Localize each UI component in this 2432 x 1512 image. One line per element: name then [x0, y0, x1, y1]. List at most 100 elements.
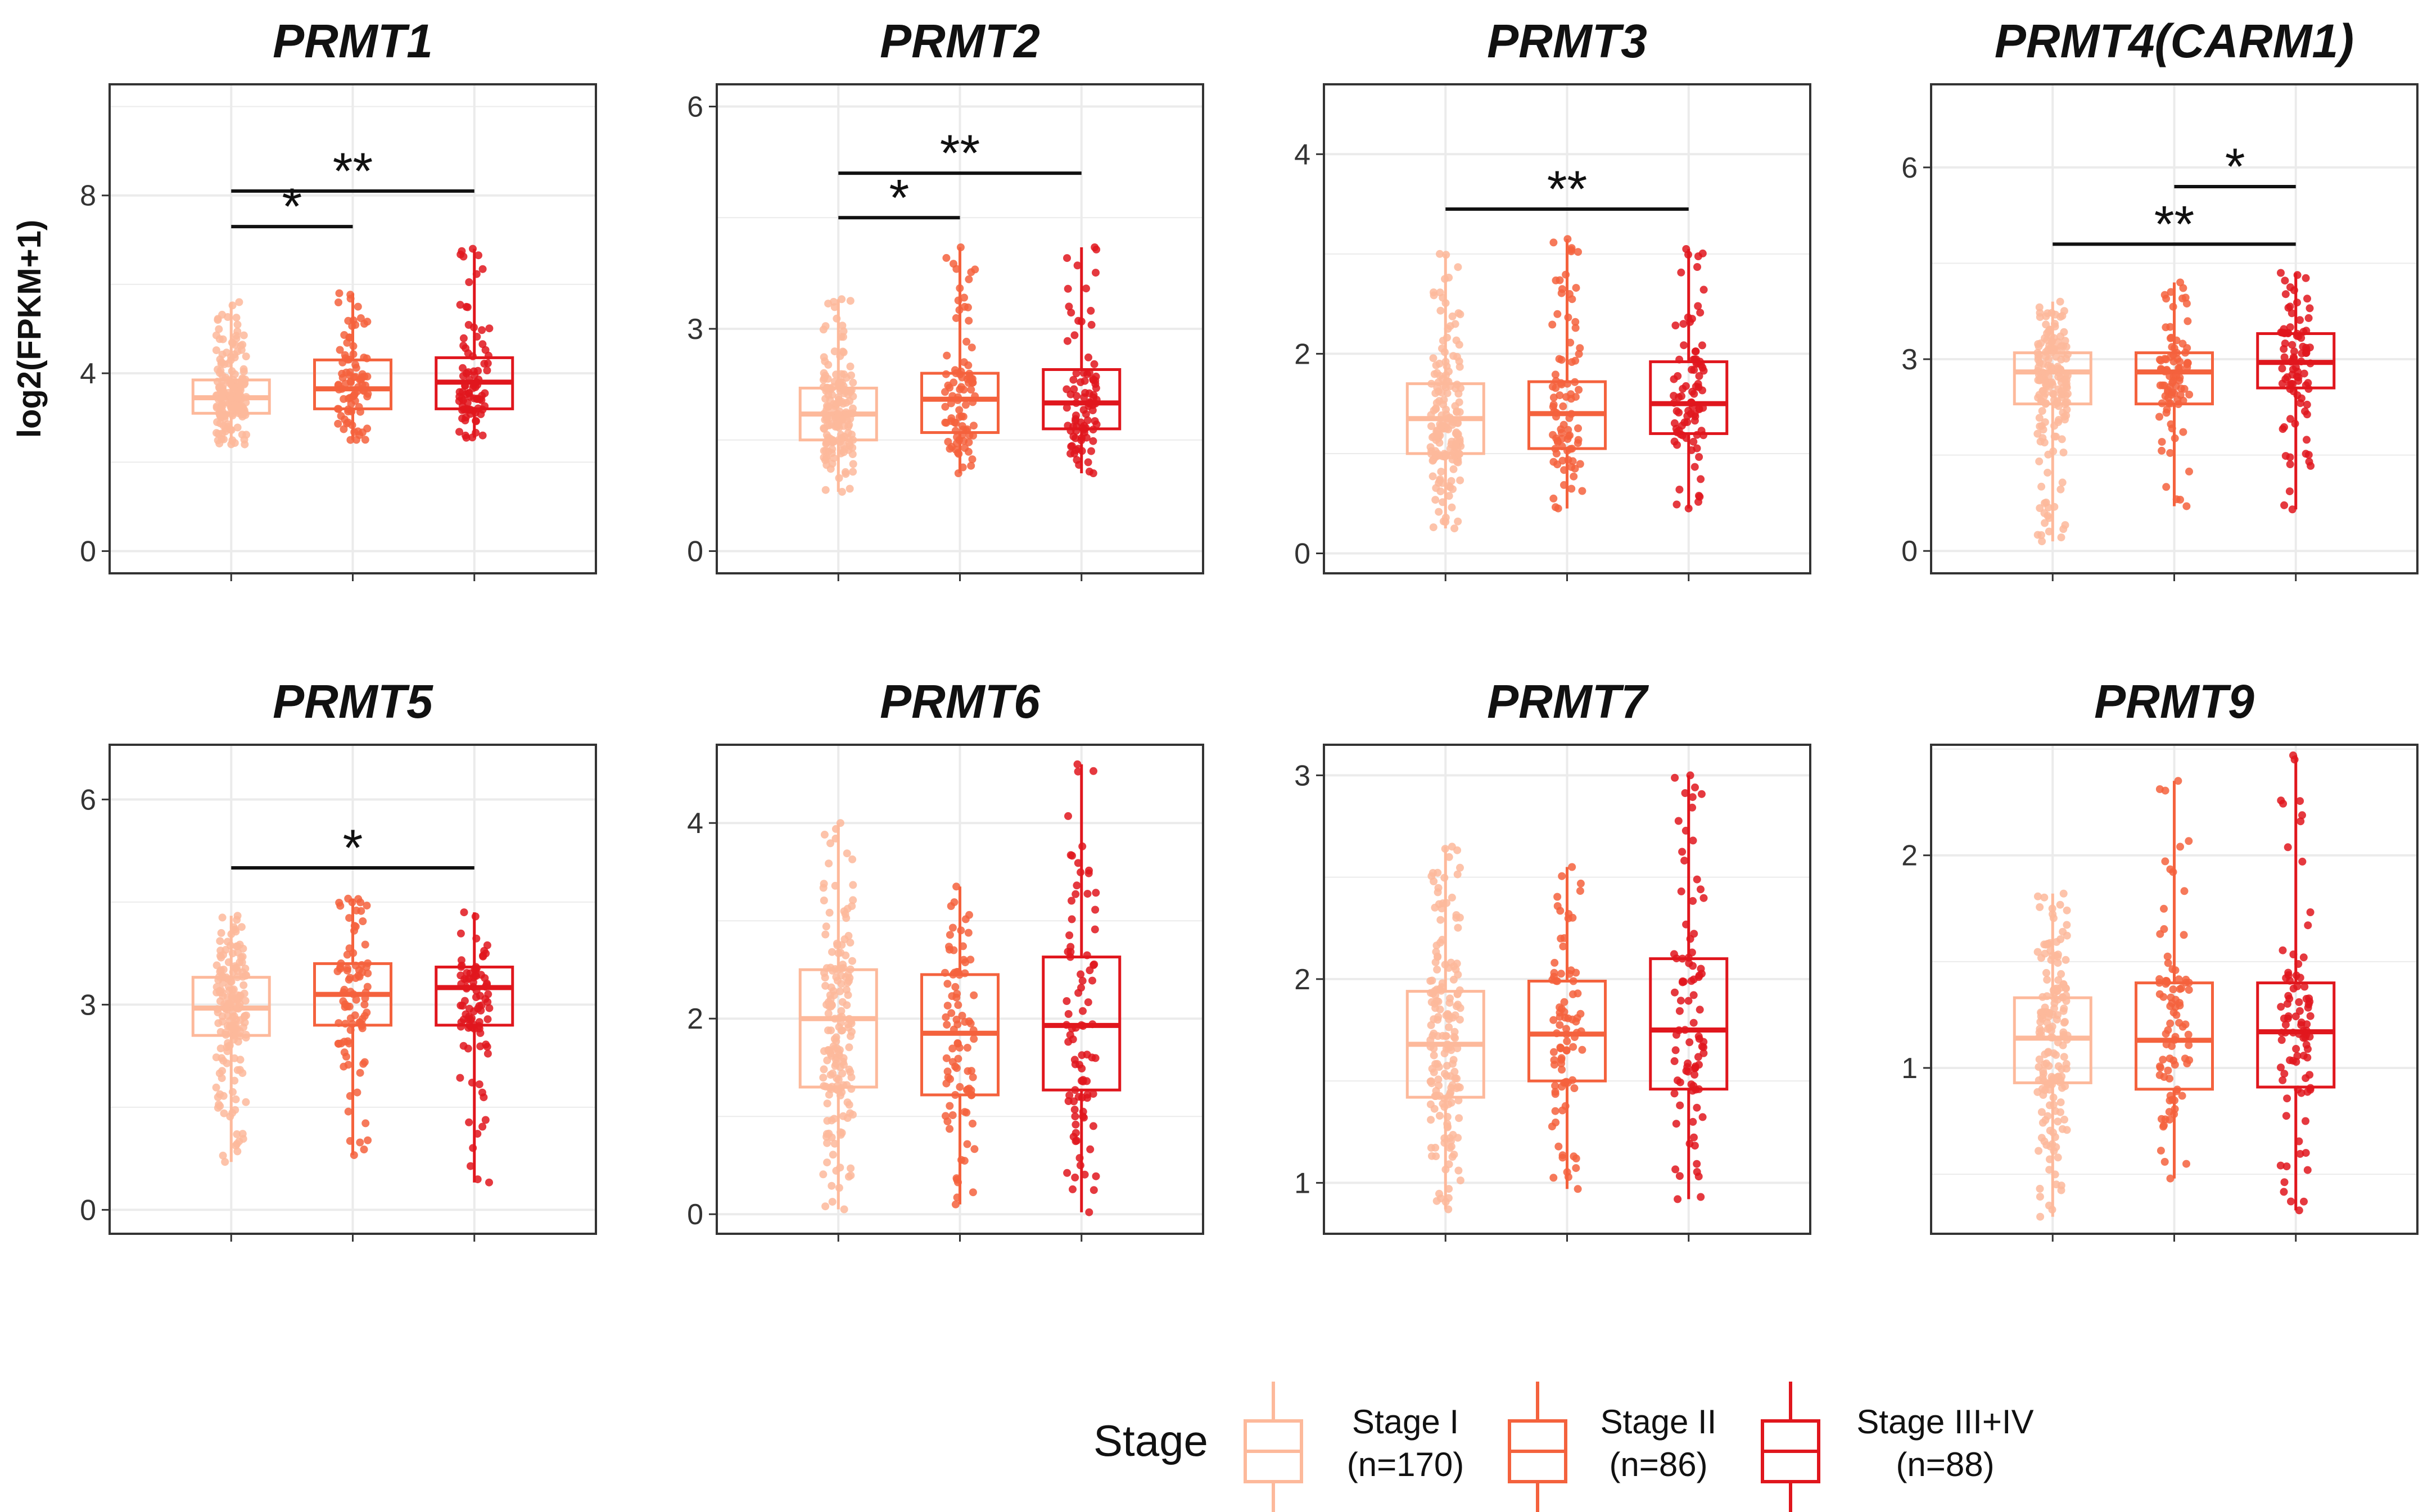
data-point: [1088, 976, 1096, 985]
data-point: [1090, 1186, 1098, 1194]
data-point: [1574, 424, 1582, 432]
data-point: [1446, 322, 1454, 331]
data-point: [829, 1151, 837, 1159]
data-point: [2297, 394, 2306, 402]
data-point: [2279, 1076, 2287, 1084]
data-point: [456, 301, 464, 309]
data-point: [970, 1145, 979, 1153]
data-point: [1440, 1094, 1449, 1103]
points: [1548, 235, 1586, 513]
data-point: [1084, 353, 1092, 361]
points: [333, 289, 372, 444]
data-point: [213, 988, 221, 997]
data-point: [230, 1054, 239, 1062]
data-point: [2038, 1074, 2047, 1082]
data-point: [967, 461, 975, 470]
data-point: [1441, 845, 1449, 853]
data-point: [2277, 1003, 2285, 1011]
data-point: [342, 368, 350, 377]
data-point: [951, 1091, 960, 1099]
data-point: [350, 1151, 358, 1160]
data-point: [2045, 1166, 2054, 1174]
data-point: [1451, 402, 1459, 410]
data-point: [1572, 284, 1580, 292]
data-point: [1439, 517, 1448, 526]
data-point: [2063, 906, 2071, 915]
data-point: [2160, 904, 2168, 913]
data-point: [212, 346, 220, 355]
data-point: [224, 359, 233, 368]
data-point: [227, 977, 236, 986]
data-point: [837, 1007, 846, 1015]
data-point: [819, 884, 828, 892]
legend-count: (n=88): [1896, 1446, 1994, 1483]
data-point: [824, 998, 833, 1006]
data-point: [1446, 483, 1454, 491]
data-point: [1064, 812, 1072, 820]
data-point: [1070, 450, 1078, 458]
data-point: [213, 378, 221, 386]
data-point: [1569, 1043, 1577, 1051]
data-point: [1444, 425, 1452, 434]
data-point: [2164, 394, 2172, 402]
points: [1670, 771, 1708, 1203]
data-point: [1092, 245, 1101, 253]
data-point: [2050, 503, 2059, 511]
points: [212, 912, 250, 1166]
points: [2276, 751, 2315, 1215]
data-point: [1562, 270, 1570, 279]
data-point: [958, 1012, 966, 1020]
data-point: [967, 268, 975, 277]
data-point: [1689, 355, 1698, 364]
box-i: [191, 298, 271, 449]
data-point: [1426, 443, 1435, 451]
data-point: [970, 991, 978, 999]
data-point: [2286, 385, 2294, 393]
data-point: [1679, 320, 1688, 328]
data-point: [1556, 391, 1564, 400]
data-point: [1065, 302, 1073, 311]
data-point: [1453, 1044, 1462, 1053]
data-point: [2290, 347, 2298, 356]
data-point: [946, 945, 954, 954]
data-point: [1671, 322, 1680, 329]
data-point: [229, 923, 238, 931]
data-point: [1684, 313, 1692, 322]
data-point: [1452, 428, 1461, 437]
data-point: [2295, 998, 2303, 1006]
data-point: [216, 1090, 224, 1098]
data-point: [2049, 1101, 2058, 1109]
data-point: [2043, 1018, 2051, 1027]
data-point: [1431, 496, 1440, 504]
box-ii: [2135, 777, 2214, 1183]
data-point: [1670, 1089, 1679, 1098]
data-point: [2306, 1012, 2315, 1020]
data-point: [1086, 1145, 1095, 1153]
data-point: [2057, 970, 2065, 978]
data-point: [1696, 309, 1705, 317]
data-point: [825, 908, 834, 917]
data-point: [2298, 811, 2306, 820]
data-point: [1671, 1165, 1680, 1174]
data-point: [2305, 458, 2313, 466]
data-point: [465, 1118, 473, 1126]
data-point: [1442, 1032, 1450, 1040]
data-point: [2285, 487, 2294, 496]
data-point: [1091, 925, 1099, 934]
data-point: [825, 859, 833, 868]
data-point: [478, 1122, 487, 1131]
data-point: [2290, 755, 2299, 764]
data-point: [958, 373, 966, 382]
data-point: [2169, 351, 2177, 359]
data-point: [1572, 968, 1580, 977]
data-point: [2062, 997, 2071, 1005]
data-point: [2171, 966, 2180, 975]
data-point: [2166, 1174, 2175, 1183]
data-point: [460, 908, 468, 917]
data-point: [837, 1026, 846, 1035]
data-point: [966, 1019, 975, 1027]
data-point: [2283, 999, 2291, 1008]
data-point: [1072, 369, 1081, 378]
